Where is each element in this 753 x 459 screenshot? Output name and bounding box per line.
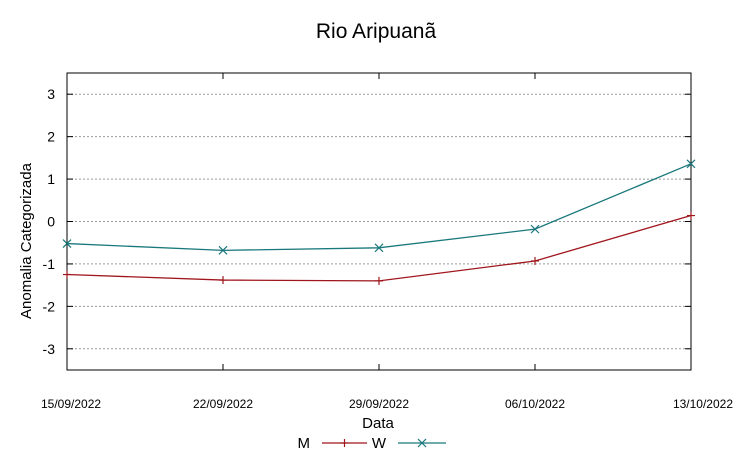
y-tick-label: -1 [43, 256, 56, 272]
series-group [62, 159, 696, 285]
y-tick-label: 1 [47, 171, 55, 187]
data-point [218, 245, 228, 255]
x-tick-label: 06/10/2022 [505, 397, 565, 411]
data-point [375, 276, 383, 285]
y-axis-label: Anomalia Categorizada [18, 162, 35, 319]
y-tick-label: 0 [47, 214, 55, 230]
x-axis-label: Data [362, 415, 394, 432]
series-line-w [66, 163, 692, 252]
data-point [531, 256, 539, 265]
y-tick-label: -3 [43, 341, 56, 357]
y-tick-label: 2 [47, 129, 55, 145]
data-point [219, 276, 227, 285]
grid-lines [67, 93, 691, 350]
x-axis-ticks: 15/09/2022 22/09/2022 29/09/2022 06/10/2022… [41, 73, 733, 411]
data-point [374, 243, 384, 253]
data-point [63, 270, 71, 279]
x-tick-label: 15/09/2022 [41, 397, 101, 411]
data-point [530, 224, 540, 234]
y-axis-ticks: -3 -2 -1 0 1 2 3 [43, 86, 691, 357]
legend-label: M [298, 435, 311, 452]
legend-marker [340, 439, 349, 447]
data-point [686, 159, 696, 169]
legend-label: W [372, 435, 387, 452]
legend-marker [417, 438, 427, 448]
data-point [687, 211, 695, 220]
x-tick-label: 13/10/2022 [673, 397, 733, 411]
y-tick-label: -2 [43, 298, 56, 314]
chart-title: Rio Aripuanã [316, 20, 437, 43]
y-tick-label: 3 [47, 86, 55, 102]
data-point [62, 239, 72, 248]
x-tick-label: 29/09/2022 [349, 397, 409, 411]
x-tick-label: 22/09/2022 [193, 397, 253, 411]
